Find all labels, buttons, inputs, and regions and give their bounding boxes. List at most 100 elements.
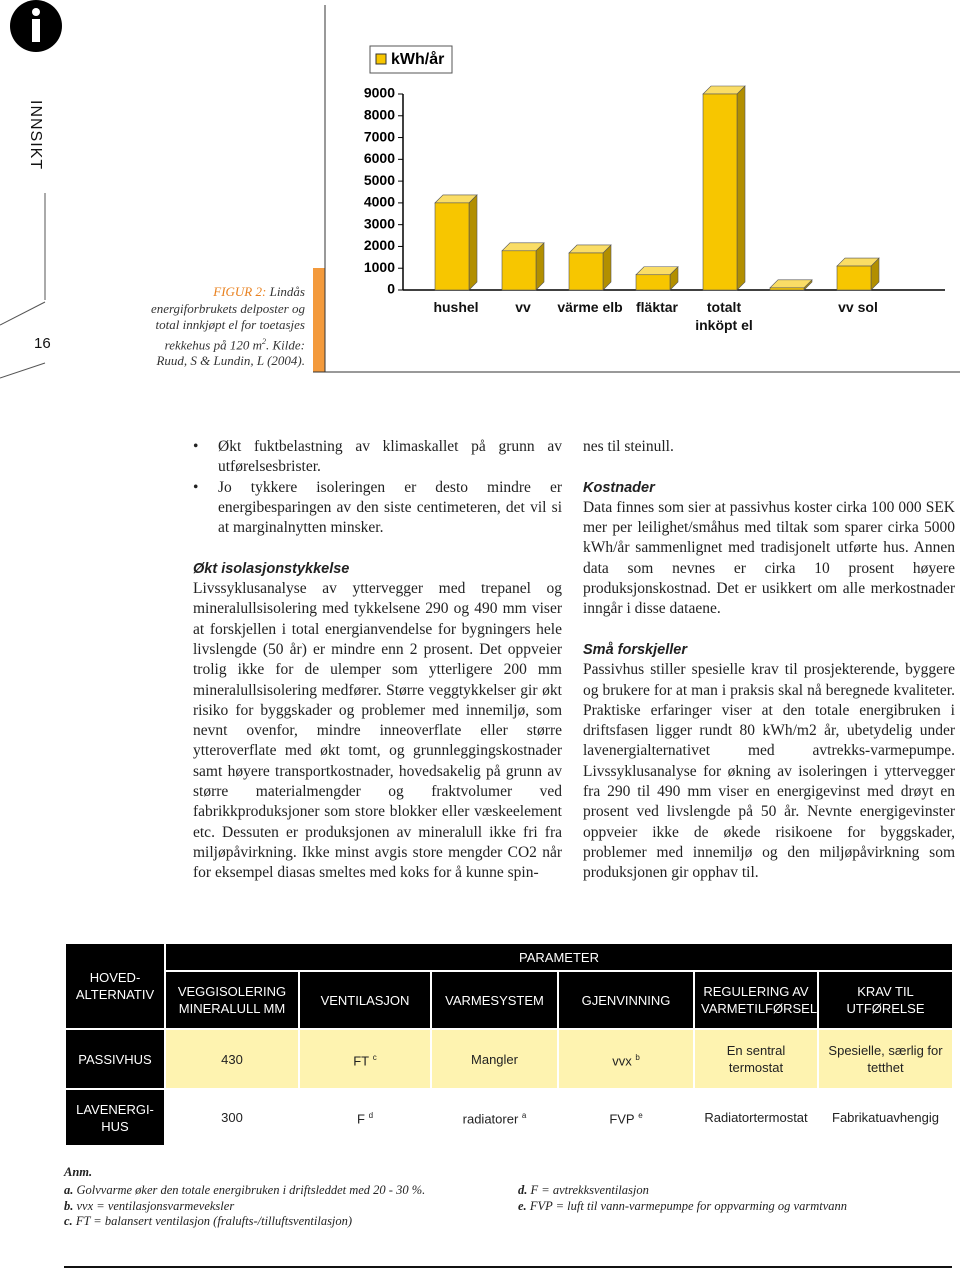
bar: [434, 194, 478, 291]
text-column: Økt fuktbelastning av klimaskallet på gr…: [193, 437, 562, 884]
section-heading: Økt isolasjonstykkelse: [193, 560, 350, 577]
header-cell: VARMESYSTEM: [430, 970, 559, 1030]
x-tick-label: totalt inköpt el: [695, 299, 753, 333]
table-cell: Mangler: [430, 1028, 559, 1090]
table-cell: FT c: [298, 1028, 432, 1090]
x-tick-label: vv sol: [838, 299, 878, 315]
table-cell: PASSIVHUS: [64, 1028, 166, 1090]
bottom-rule: [64, 1266, 952, 1268]
bullet-list: Økt fuktbelastning av klimaskallet på gr…: [193, 437, 562, 538]
caption-accent: [313, 268, 325, 372]
y-tick-label: 0: [387, 281, 395, 297]
legend-swatch: [375, 53, 387, 65]
text-column: nes til steinull. Kostnader Data finnes …: [583, 437, 955, 884]
y-tick-label: 2000: [364, 237, 395, 253]
table-cell: 430: [164, 1028, 300, 1090]
bar-side: [468, 194, 478, 291]
y-tick-label: 9000: [364, 85, 395, 101]
y-tick-label: 6000: [364, 150, 395, 166]
notes-title: Anm.: [64, 1165, 93, 1179]
header-cell: KRAV TIL UTFØRELSE: [817, 970, 954, 1030]
bar-front: [568, 252, 604, 291]
y-tick-label: 4000: [364, 194, 395, 210]
header-cell: VEGGISOLERING MINERALULL MM: [164, 970, 300, 1030]
cell-sup: d: [368, 1111, 374, 1121]
section-label: INNSIKT: [27, 100, 44, 171]
note-key: d.: [518, 1183, 528, 1197]
note-text: FT = balansert ventilasjon (fralufts-/ti…: [75, 1214, 353, 1228]
table-row: PASSIVHUS 430 FT c Mangler vvx b En sentral t…: [64, 1028, 954, 1090]
header-cell: PARAMETER: [164, 942, 954, 972]
y-tick-label: 1000: [364, 259, 395, 275]
figure-label: FIGUR 2:: [213, 284, 267, 299]
figure-caption: FIGUR 2: Lindås energiforbrukets delpost…: [135, 284, 305, 370]
note: b. vvx = ventilasjonsvarmeveksler: [64, 1199, 504, 1215]
bar-front: [836, 265, 872, 291]
note-text: FVP = luft til vann-varmepumpe for oppva…: [529, 1198, 847, 1213]
cell-text: FVP: [609, 1111, 635, 1127]
y-tick-label: 7000: [364, 128, 395, 144]
table-row: LAVENERGI-HUS 300 F d radiatorer a FVP e Radi…: [64, 1088, 954, 1147]
table-cell: LAVENERGI-HUS: [64, 1088, 166, 1147]
header-row: VEGGISOLERING MINERALULL MM VENTILASJON VA…: [65, 970, 954, 1030]
bar-front: [434, 202, 470, 291]
notes-column: a. Golvvarme øker den totale energibruke…: [64, 1183, 504, 1230]
caption-sup: 2: [262, 336, 266, 346]
paragraph: nes til steinull.: [583, 438, 674, 455]
cell-sup: c: [372, 1052, 377, 1062]
paragraph: Passivhus stiller spesielle krav til pro…: [583, 661, 955, 882]
info-icon: [10, 0, 62, 52]
section-heading: Små forskjeller: [583, 641, 687, 658]
note: d. F = avtrekksventilasjon: [518, 1183, 958, 1199]
bar: [769, 279, 813, 291]
table-cell: En sentral termostat: [693, 1028, 819, 1090]
note-text: F = avtrekksventilasjon: [530, 1183, 649, 1197]
x-tick-label: fläktar: [635, 299, 679, 315]
table-body: PASSIVHUS 430 FT c Mangler vvx b En sentral t…: [64, 1028, 954, 1147]
bar-front: [702, 93, 738, 291]
cell-sup: a: [521, 1111, 527, 1121]
bar: [635, 266, 679, 291]
bar-side: [736, 85, 746, 291]
bar-front: [769, 287, 805, 291]
y-tick-label: 3000: [364, 215, 395, 231]
paragraph: Data finnes som sier at passivhus koster…: [583, 498, 955, 618]
note-text: vvx = ventilasjonsvarmeveksler: [76, 1198, 235, 1213]
legend-label: kWh/år: [391, 50, 444, 68]
note: a. Golvvarme øker den totale energibruke…: [64, 1183, 504, 1199]
margin-rules: [0, 193, 46, 379]
caption-text: . Kilde: Ruud, S & Lundin, L (2004).: [156, 336, 305, 369]
cell-text: vvx: [612, 1053, 632, 1069]
header-cell: VENTILASJON: [298, 970, 432, 1030]
header-cell: GJENVINNING: [557, 970, 695, 1030]
table-cell: radiatorer a: [430, 1088, 559, 1147]
page-number: 16: [34, 335, 51, 352]
note: e. FVP = luft til vann-varmepumpe for op…: [518, 1199, 958, 1215]
y-tick-label: 8000: [364, 106, 395, 122]
bar: [836, 257, 880, 291]
notes-column: d. F = avtrekksventilasjon e. FVP = luft …: [518, 1183, 958, 1214]
x-tick-label: hushel: [433, 299, 479, 315]
cell-sup: b: [635, 1052, 640, 1062]
note-text: Golvvarme øker den totale energibruken i…: [76, 1183, 426, 1197]
bar: [568, 244, 612, 291]
table-cell: Spesielle, særlig for tetthet: [817, 1028, 954, 1090]
bullet: Jo tykkere isoleringen er desto mindre e…: [193, 478, 562, 539]
table-cell: F d: [298, 1088, 432, 1147]
note: c. FT = balansert ventilasjon (fralufts-…: [64, 1214, 504, 1230]
bullet: Økt fuktbelastning av klimaskallet på gr…: [193, 437, 562, 478]
caption-text: Lindås energiforbrukets delposter og tot…: [150, 284, 305, 352]
cell-text: F: [356, 1111, 365, 1127]
table-cell: Fabrikatuavhengig: [817, 1088, 954, 1147]
bar-front: [635, 274, 671, 291]
table-head: HOVED-ALTERNATIV PARAMETER VEGGISOLERING M…: [64, 942, 954, 1030]
chart: 0 1000 2000 3000 4000 5000 6000 7000 8000 9000 kWh…: [313, 5, 960, 373]
paragraph: Livssyklusanalyse av yttervegger med tre…: [193, 580, 562, 882]
note-key: a.: [64, 1183, 74, 1197]
table-cell: FVP e: [557, 1088, 695, 1147]
x-tick-label: värme elb: [557, 299, 623, 315]
x-tick-label: vv: [515, 299, 531, 315]
cell-sup: e: [638, 1111, 643, 1121]
bar-front: [501, 250, 537, 291]
comparison-table: HOVED-ALTERNATIV PARAMETER VEGGISOLERING M…: [64, 942, 954, 1147]
